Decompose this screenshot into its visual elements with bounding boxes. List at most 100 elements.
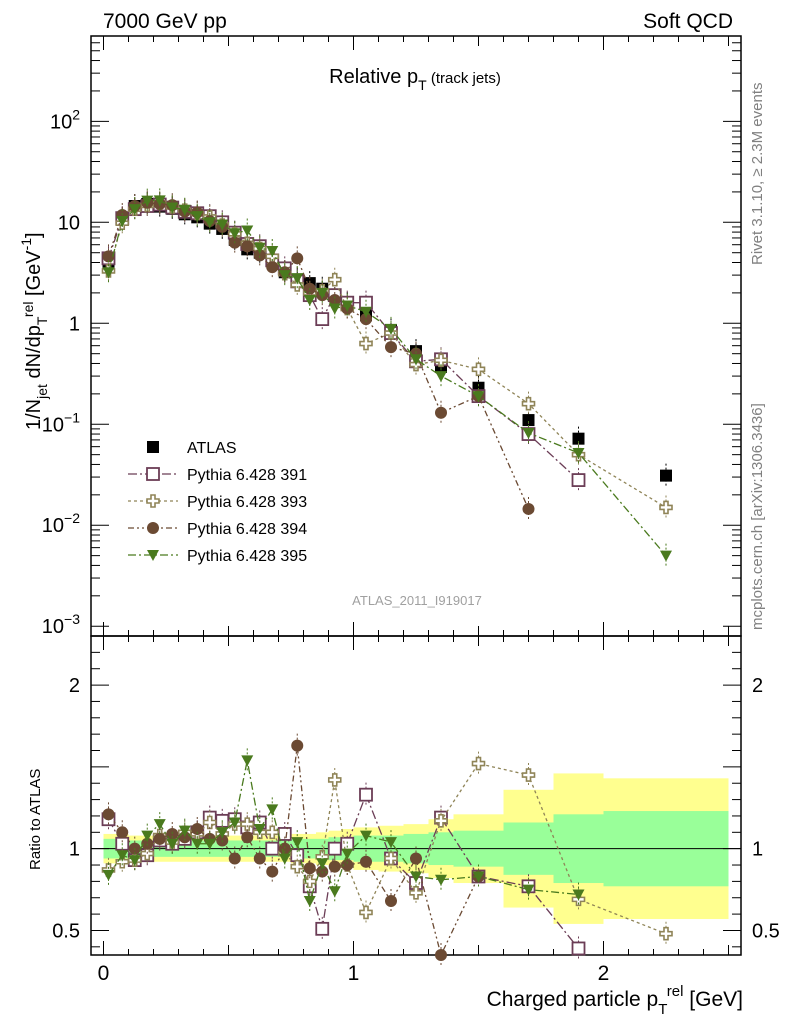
ratio-data-point (385, 837, 397, 849)
ratio-data-point (341, 848, 354, 860)
main-data-point (660, 469, 672, 482)
x-tick-label: 0 (98, 962, 110, 985)
main-data-point (360, 306, 372, 318)
ratio-data-point (102, 869, 115, 881)
main-data-point (153, 195, 166, 207)
ratio-data-point (240, 817, 255, 831)
ratio-data-point (360, 830, 372, 842)
ratio-data-point (303, 896, 316, 908)
main-data-point (359, 336, 373, 351)
ratio-data-point (278, 853, 291, 865)
main-data-point (572, 432, 585, 445)
main-data-point (303, 295, 316, 307)
main-data-point (435, 406, 447, 419)
main-data-point (571, 473, 586, 487)
main-series-line (107, 199, 667, 557)
ratio-data-point (191, 838, 204, 850)
main-data-point (328, 303, 341, 315)
ratio-tick-label: 0.5 (52, 920, 80, 942)
ratio-data-point (228, 852, 241, 865)
ratio-data-point (291, 837, 304, 849)
main-data-point (278, 270, 291, 282)
legend-label: Pythia 6.428 395 (187, 548, 307, 565)
y-tick-label: 10−3 (42, 611, 80, 638)
main-data-point (471, 362, 486, 377)
legend-marker (147, 522, 159, 534)
main-data-point (266, 261, 279, 274)
main-series-line (107, 202, 530, 510)
y-tick-label: 10 (58, 212, 80, 234)
ratio-tick-label: 2 (69, 675, 80, 697)
main-data-point (291, 273, 304, 285)
main-data-point (166, 202, 179, 214)
ratio-data-point (202, 815, 217, 830)
x-tick-label: 2 (598, 962, 610, 985)
ratio-data-point (521, 768, 536, 782)
legend-label: Pythia 6.428 394 (187, 521, 307, 538)
main-data-point (360, 313, 372, 326)
main-data-point (341, 300, 354, 312)
main-data-point (327, 272, 342, 287)
x-axis-label: Charged particle pTrel [GeV] (487, 983, 743, 1018)
ratio-data-point (241, 755, 254, 767)
ratio-data-point (115, 854, 130, 869)
ratio-data-point (472, 871, 485, 883)
ratio-data-point (265, 841, 280, 856)
main-data-point (660, 550, 672, 562)
main-data-point (266, 245, 279, 257)
main-title-rest: (track jets) (427, 70, 501, 87)
ratio-data-point (228, 817, 241, 829)
main-data-point (141, 195, 154, 207)
main-title-sub: T (418, 77, 427, 93)
ratio-data-point (166, 838, 179, 850)
ratio-data-point (191, 823, 204, 836)
ratio-frame (90, 635, 742, 956)
ratio-data-point (102, 808, 115, 821)
main-data-point (522, 427, 535, 439)
main-data-point (228, 228, 241, 240)
main-data-point (316, 287, 329, 299)
ratio-data-point (203, 838, 216, 850)
header-left: 7000 GeV pp (103, 10, 227, 33)
main-series-line (107, 203, 579, 481)
ratio-data-point (328, 886, 341, 898)
ratio-data-point (241, 831, 254, 844)
ratio-data-point (291, 739, 304, 752)
y-tick-label: 10−1 (42, 409, 80, 436)
main-data-point (472, 391, 485, 403)
main-data-point (116, 216, 129, 228)
ratio-tick-label: 1 (69, 839, 80, 861)
ratio-data-point (385, 895, 397, 908)
ratio-data-point (153, 819, 166, 831)
main-data-point (291, 252, 304, 265)
ratio-data-point (340, 836, 355, 851)
main-series (102, 190, 535, 521)
y-axis-label: 1/Njet dN/dpTrel [GeV-1] (18, 232, 50, 430)
y-tick-label: 1 (69, 313, 80, 335)
ratio-data-point (359, 905, 373, 920)
main-data-point (522, 414, 535, 427)
main-data-point (521, 396, 536, 411)
ratio-data-point (290, 859, 305, 874)
ratio-data-point (128, 855, 141, 867)
main-data-point (128, 204, 141, 216)
legend-marker (146, 494, 160, 508)
ratio-data-point (253, 852, 266, 865)
ratio-data-point (435, 949, 447, 961)
data-series (101, 188, 673, 967)
ratio-data-point (266, 804, 279, 816)
ratio-data-point (216, 827, 229, 839)
ratio-series (102, 733, 485, 967)
ratio-tick-label-right: 0.5 (752, 920, 780, 942)
ratio-data-point (360, 855, 372, 868)
ratio-tick-label-right: 1 (752, 839, 763, 861)
ratio-data-point (341, 859, 354, 872)
main-data-point (241, 240, 254, 253)
ratio-axis-label: Ratio to ATLAS (27, 769, 44, 870)
ratio-data-point (265, 825, 280, 840)
legend-marker (147, 550, 159, 561)
main-data-point (328, 294, 341, 307)
main-data-point (410, 354, 422, 366)
ratio-data-point (327, 841, 342, 856)
